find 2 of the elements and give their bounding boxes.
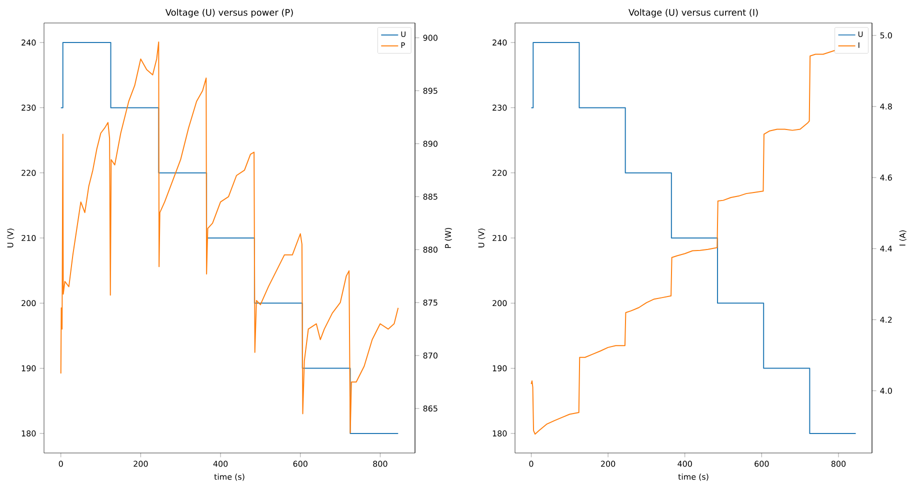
chart-title: Voltage (U) versus current (I)	[628, 8, 758, 18]
chart-title: Voltage (U) versus power (P)	[165, 8, 293, 18]
